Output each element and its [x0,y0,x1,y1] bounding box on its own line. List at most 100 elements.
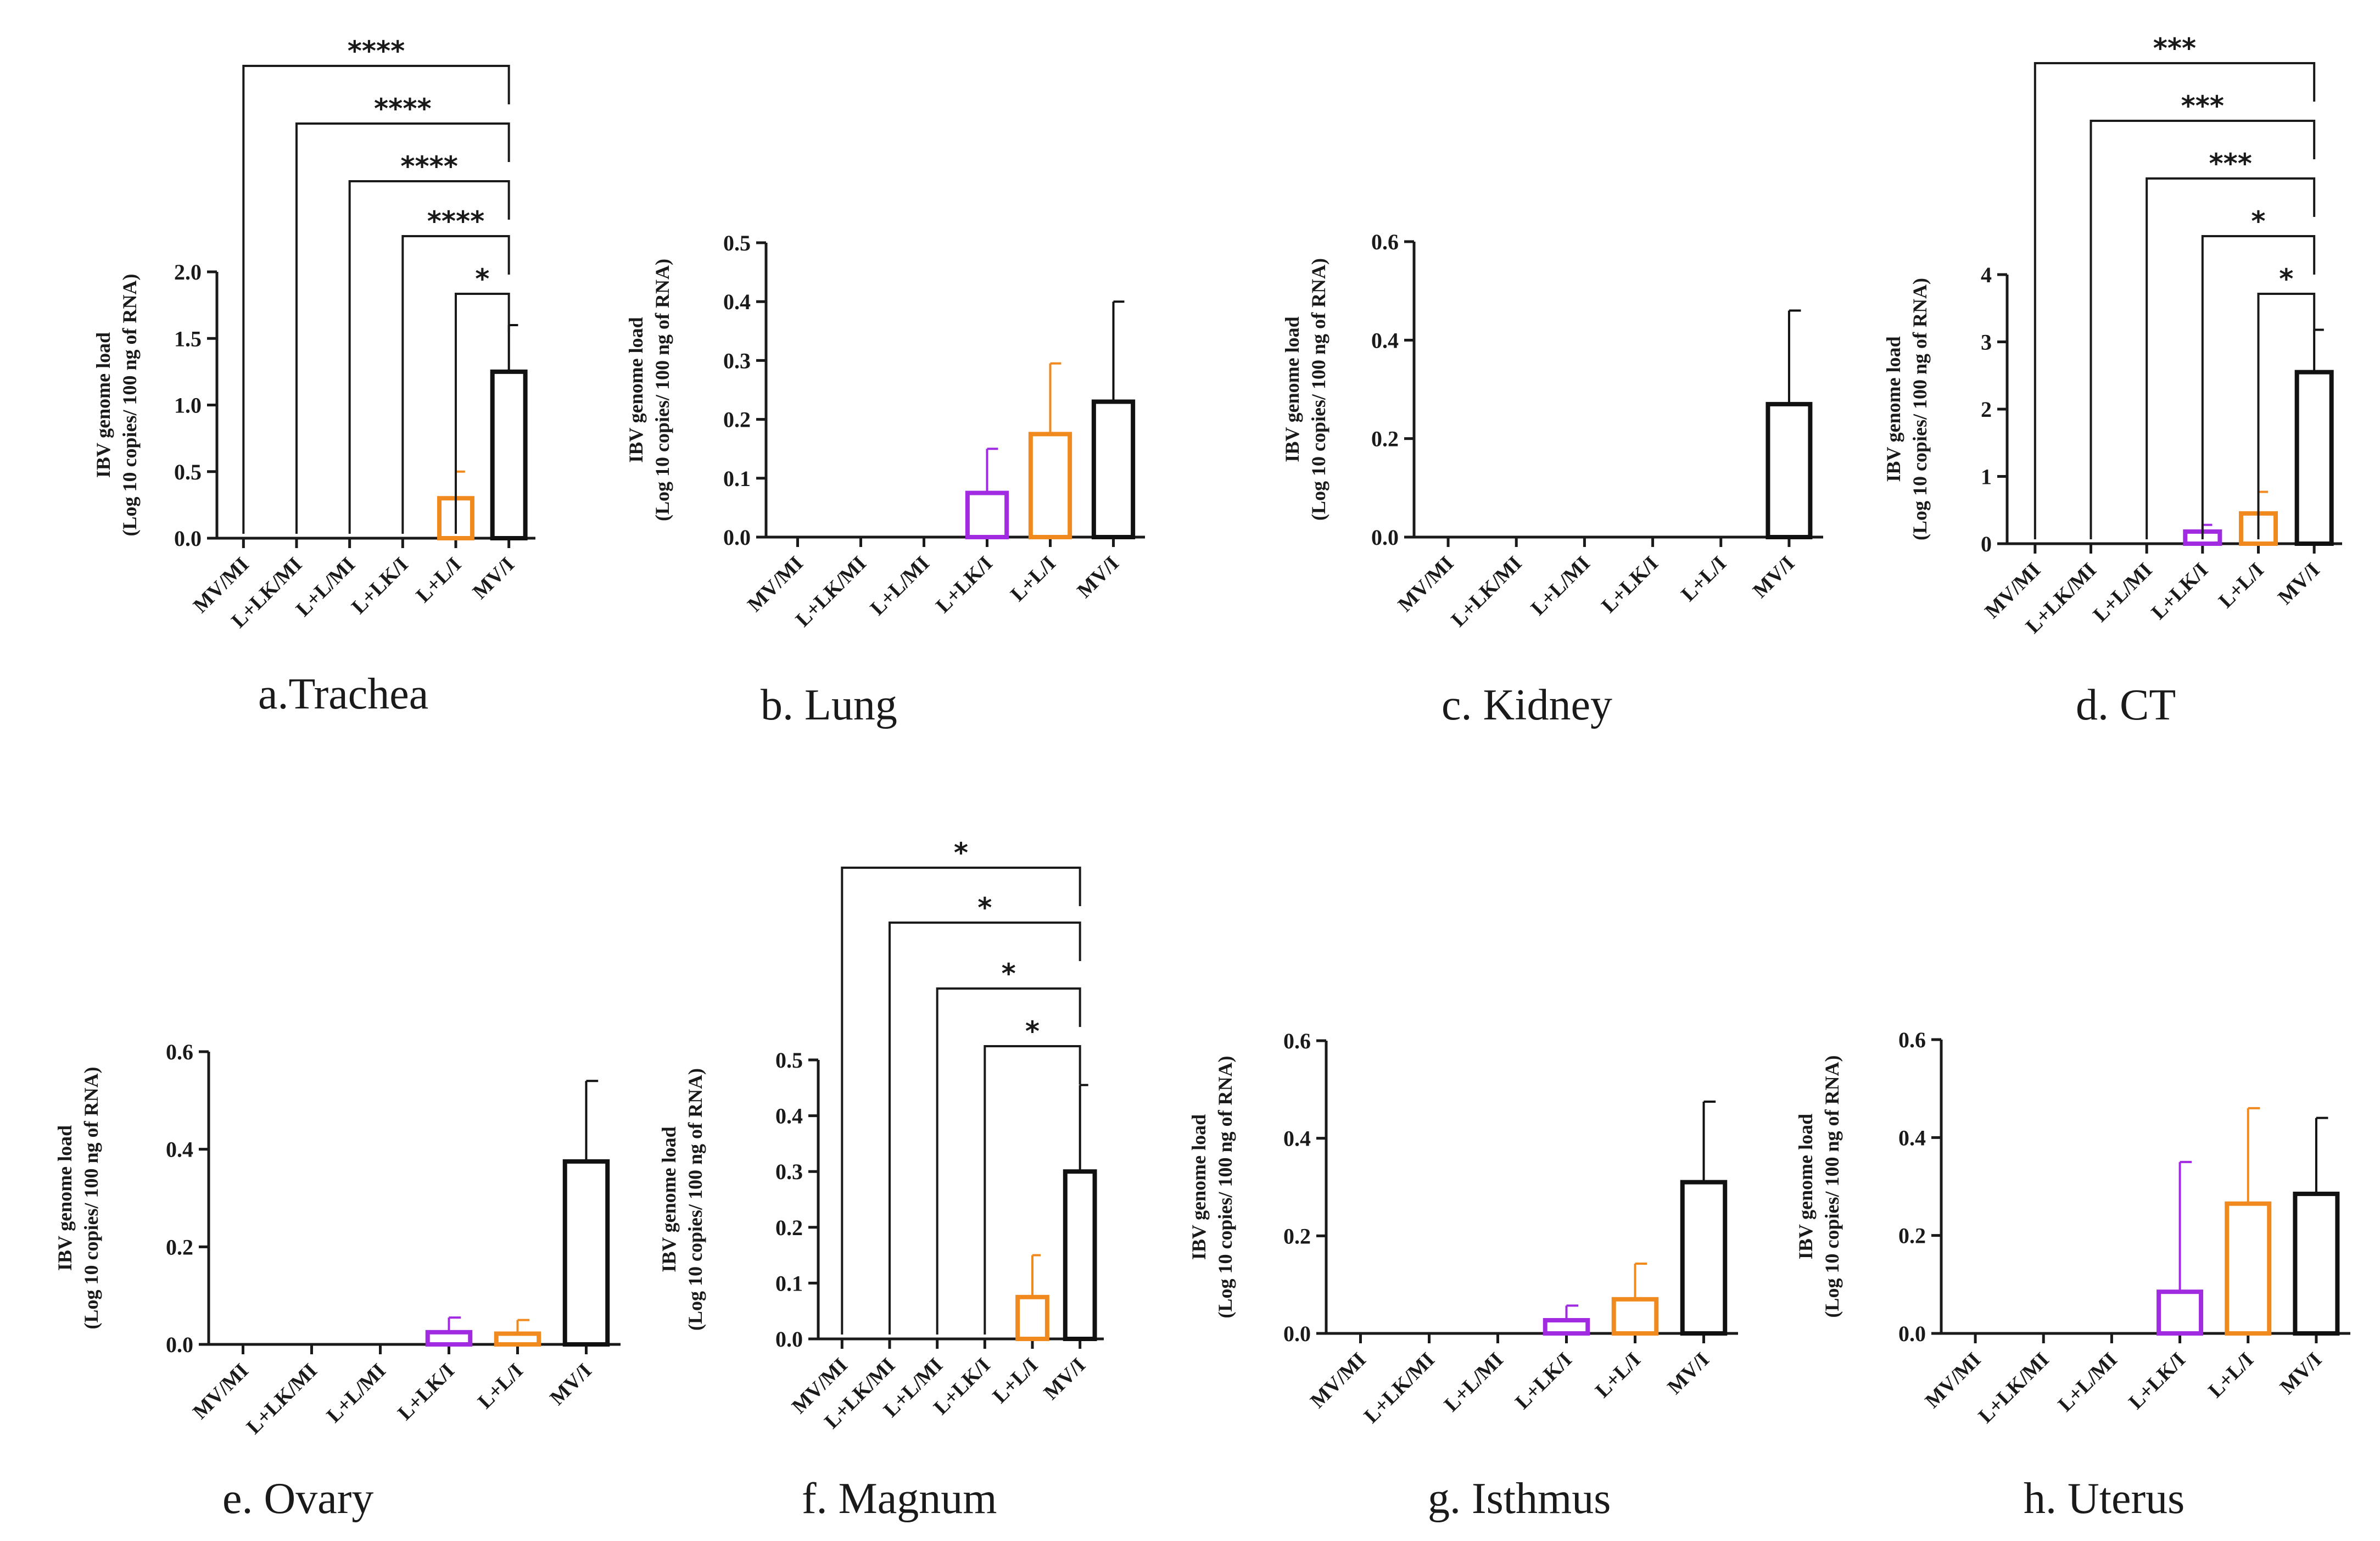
panel-caption: f. Magnum [802,1475,997,1523]
y-tick-label: 0.2 [166,1235,193,1259]
significance-label: **** [374,93,432,125]
y-tick-label: 4 [1981,263,1992,287]
chart-panel-5: 0.0 0.2 0.4 0.6 MV/MIL+LK/MI L+L/MI L+LK/I L+L/… [54,1040,621,1523]
y-tick-label: 0.3 [775,1159,803,1184]
panel-caption: b. Lung [761,681,897,729]
bar [494,1331,541,1347]
significance-label: * [2279,263,2293,295]
x-tick-label: MV/I [1663,1348,1713,1399]
panel-caption: d. CT [2076,681,2176,729]
y-tick-label: 0.2 [723,407,751,432]
y-axis-label-line2: (Log 10 copies/ 100 ng of RNA) [80,1067,102,1330]
bar [425,1330,473,1347]
significance-label: *** [2181,90,2224,122]
panel-caption: e. Ovary [222,1475,373,1523]
significance-label: **** [348,35,405,67]
panel-caption: g. Isthmus [1428,1475,1611,1523]
x-tick-label: L+LK/I [931,552,997,618]
x-tick-label: L+L/MI [292,553,360,621]
x-tick-label: MV/MI [1394,552,1459,617]
significance-label: * [1002,958,1016,990]
y-tick-label: 0.4 [1283,1126,1311,1151]
x-tick-label: L+LK/I [2147,559,2213,624]
y-tick-label: 0.5 [775,1048,803,1073]
significance-bracket [242,65,510,534]
x-tick-label: L+LK/I [393,1359,459,1425]
x-tick-label: L+L/I [2214,559,2269,613]
significance-bracket [401,235,510,534]
significance-label: * [1025,1015,1040,1047]
y-axis-label-line2: (Log 10 copies/ 100 ng of RNA) [651,259,673,521]
y-axis-label-line1: IBV genome load [625,317,647,462]
x-tick-label: L+L/I [988,1354,1043,1408]
x-tick-label: MV/MI [1306,1348,1371,1413]
x-tick-label: L+LK/MI [1974,1348,2054,1428]
significance-bracket [295,122,510,534]
y-tick-label: 0.6 [166,1040,193,1064]
y-tick-label: 0.5 [174,460,202,484]
panel-caption: h. Uterus [2024,1475,2185,1523]
y-tick-label: 0.2 [1283,1224,1311,1248]
y-axis-label-line1: IBV genome load [54,1125,76,1271]
x-tick-label: L+L/I [412,553,466,607]
x-tick-label: L+L/MI [1527,552,1595,620]
significance-label: * [475,263,489,295]
y-tick-label: 0.4 [1898,1125,1926,1150]
x-tick-label: L+L/MI [866,552,934,620]
y-axis-label-line1: IBV genome load [1188,1114,1210,1260]
y-tick-label: 0.1 [723,466,751,491]
y-tick-label: 0.5 [723,231,751,255]
bar [1611,1297,1659,1336]
y-tick-label: 0.4 [775,1104,803,1129]
x-tick-label: L+LK/MI [1447,552,1527,632]
y-tick-label: 0.2 [1898,1224,1926,1248]
bar [1015,1294,1049,1342]
y-tick-label: 2 [1981,397,1992,422]
x-tick-label: L+LK/I [1597,552,1663,618]
significance-label: *** [2153,32,2196,64]
x-tick-label: MV/I [2273,559,2324,609]
y-tick-label: 0.1 [775,1271,803,1296]
y-tick-label: 0 [1981,532,1992,556]
y-axis-label-line1: IBV genome load [1281,316,1303,462]
y-axis-label-line1: IBV genome load [658,1126,680,1272]
x-tick-label: MV/I [545,1359,596,1410]
y-tick-label: 2.0 [174,260,202,284]
x-tick-label: L+L/I [2204,1348,2258,1403]
y-tick-label: 0.0 [723,525,751,550]
x-tick-label: MV/MI [188,1359,253,1424]
x-tick-label: L+LK/I [1511,1348,1577,1414]
significance-bracket [2033,62,2316,539]
significance-bracket [2257,293,2316,539]
y-axis-label-line1: IBV genome load [1882,336,1904,482]
y-tick-label: 1.0 [174,393,202,418]
bar [965,490,1009,539]
significance-label: * [954,837,968,869]
y-tick-label: 0.4 [1371,328,1399,353]
y-axis-label-line2: (Log 10 copies/ 100 ng of RNA) [1909,278,1931,540]
x-tick-label: MV/I [2276,1348,2326,1399]
significance-bracket [936,987,1081,1335]
y-axis-label-line2: (Log 10 copies/ 100 ng of RNA) [1308,258,1329,521]
significance-bracket [348,180,510,534]
y-tick-label: 0.2 [775,1215,803,1240]
bar [1680,1180,1728,1336]
x-tick-label: MV/MI [1921,1348,1986,1413]
y-tick-label: 0.2 [1371,427,1399,451]
x-tick-label: L+LK/I [347,553,413,619]
significance-label: * [2251,205,2265,237]
y-axis-label-line1: IBV genome load [92,332,114,478]
significance-bracket [841,867,1081,1335]
significance-bracket [984,1045,1081,1335]
x-tick-label: L+L/I [1591,1348,1645,1403]
chart-panel-1: 0.00.51.01.52.0MV/MIL+LK/MIL+L/MIL+LK/IL… [92,35,535,718]
y-tick-label: 0.6 [1371,230,1399,254]
y-tick-label: 0.3 [723,348,751,373]
y-tick-label: 0.0 [166,1332,193,1357]
y-tick-label: 0.6 [1283,1029,1311,1053]
y-tick-label: 0.0 [1898,1321,1926,1346]
x-tick-label: MV/I [1748,552,1799,602]
y-axis-label-line2: (Log 10 copies/ 100 ng of RNA) [1214,1056,1236,1319]
